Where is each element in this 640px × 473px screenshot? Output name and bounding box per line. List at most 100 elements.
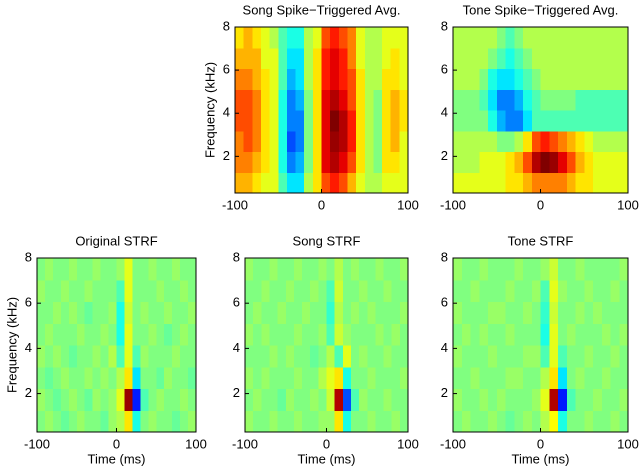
heatmap-cell <box>60 366 70 389</box>
heatmap-cell <box>383 301 393 324</box>
heatmap-cell <box>350 301 360 324</box>
x-tick-label: -100 <box>24 436 50 451</box>
heatmap-cell <box>505 410 515 433</box>
heatmap-cell <box>148 323 157 346</box>
chart-title: Tone STRF <box>508 233 574 248</box>
heatmap-cell <box>188 366 197 389</box>
heatmap-cell <box>461 410 471 433</box>
heatmap-cell <box>318 366 327 389</box>
heatmap-cell <box>470 388 480 411</box>
heatmap-cell <box>140 323 149 346</box>
heatmap-cell <box>619 323 629 346</box>
heatmap-cell <box>505 366 515 389</box>
heatmap-cell <box>253 345 262 368</box>
heatmap-cell <box>514 388 524 411</box>
heatmap-cell <box>278 68 288 90</box>
heatmap-cell <box>302 279 311 302</box>
y-tick-label: 6 <box>223 62 230 77</box>
heatmap-cell <box>479 172 489 194</box>
heatmap-cell <box>391 258 401 281</box>
heatmap-cell <box>235 47 245 69</box>
heatmap-cell <box>505 89 515 111</box>
heatmap-cell <box>505 301 515 324</box>
heatmap-cell <box>350 388 360 411</box>
heatmap-cell <box>488 27 498 49</box>
heatmap-cell <box>304 47 314 69</box>
heatmap-cell <box>100 388 110 411</box>
heatmap-cell <box>338 47 348 69</box>
heatmap-cell <box>253 258 262 281</box>
heatmap-cell <box>584 301 594 324</box>
heatmap-cell <box>610 89 620 111</box>
heatmap-cell <box>116 279 125 302</box>
heatmap-cell <box>470 366 480 389</box>
heatmap-cell <box>399 151 409 173</box>
heatmap-cell <box>269 301 279 324</box>
heatmap-cell <box>593 130 603 152</box>
heatmap-cell <box>188 345 197 368</box>
heatmap-cell <box>453 410 463 433</box>
heatmap-cell <box>68 410 78 433</box>
heatmap-cell <box>359 366 368 389</box>
heatmap-cell <box>338 130 348 152</box>
heatmap-cell <box>399 258 409 281</box>
heatmap-cell <box>453 388 463 411</box>
heatmap-cell <box>269 110 279 132</box>
heatmap-cell <box>470 323 480 346</box>
heatmap-cell <box>140 258 149 281</box>
heatmap-cell <box>566 172 576 194</box>
heatmap-cell <box>140 279 149 302</box>
heatmap-cell <box>269 345 279 368</box>
heatmap-cell <box>566 47 576 69</box>
heatmap-cell <box>277 258 287 281</box>
heatmap-cell <box>68 323 78 346</box>
heatmap-cell <box>575 110 585 132</box>
heatmap-cell <box>453 130 463 152</box>
heatmap-cell <box>260 151 271 173</box>
heatmap-cell <box>188 301 197 324</box>
heatmap-cell <box>295 27 305 49</box>
heatmap-cell <box>338 110 348 132</box>
heatmap-cell <box>390 89 400 111</box>
heatmap-cell <box>52 388 62 411</box>
heatmap-cell <box>52 366 62 389</box>
heatmap-cell <box>470 258 480 281</box>
heatmap-cell <box>540 301 550 324</box>
heatmap-cell <box>619 151 629 173</box>
y-axis-label: Frequency (kHz) <box>202 62 217 158</box>
heatmap-cell <box>488 345 498 368</box>
heatmap-cell <box>593 27 603 49</box>
heatmap-cell <box>549 172 559 194</box>
heatmap-cell <box>453 258 463 281</box>
panel: -100 0 100 2 4 6 8 Song Spike−Triggered Avg. Fre… <box>202 2 418 212</box>
heatmap-cell <box>295 151 305 173</box>
heatmap-cell <box>278 130 288 152</box>
heatmap-cell <box>399 130 409 152</box>
heatmap-cell <box>350 410 360 433</box>
heatmap-cell <box>367 388 376 411</box>
heatmap-cell <box>253 323 262 346</box>
heatmap-cell <box>575 366 585 389</box>
heatmap-cell <box>304 130 314 152</box>
heatmap-cell <box>293 323 303 346</box>
heatmap-cell <box>601 151 611 173</box>
heatmap-cell <box>367 258 376 281</box>
heatmap-cell <box>156 345 165 368</box>
heatmap-cell <box>531 151 541 173</box>
heatmap-cell <box>359 388 368 411</box>
heatmap-cell <box>479 279 489 302</box>
heatmap-cell <box>531 27 541 49</box>
y-tick-label: 8 <box>441 249 448 264</box>
heatmap-cell <box>164 388 173 411</box>
heatmap-cell <box>593 279 603 302</box>
heatmap-cell <box>245 301 254 324</box>
heatmap-cell <box>295 89 305 111</box>
heatmap-cell <box>364 47 374 69</box>
heatmap-cell <box>461 89 471 111</box>
heatmap-cell <box>68 366 78 389</box>
heatmap-cell <box>479 47 489 69</box>
heatmap-cell <box>321 110 331 132</box>
heatmap-cell <box>124 366 133 389</box>
heatmap-cell <box>470 410 480 433</box>
